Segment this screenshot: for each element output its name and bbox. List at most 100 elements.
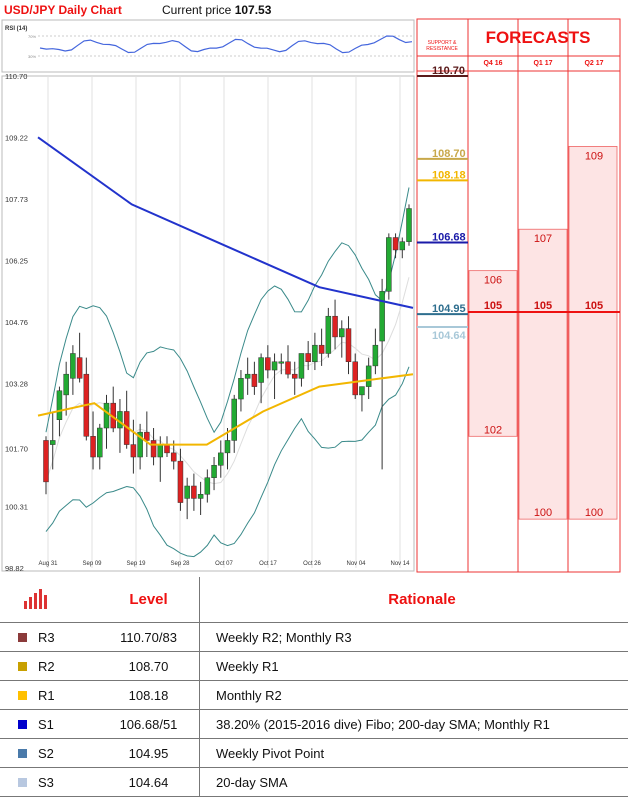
level-rationale: 38.20% (2015-2016 dive) Fibo; 200-day SM…: [200, 710, 628, 739]
candle-body: [306, 353, 311, 361]
forecast-mid: 105: [534, 300, 552, 312]
candle-body: [326, 316, 331, 353]
table-row: R3 110.70/83 Weekly R2; Monthly R3: [0, 623, 628, 652]
level-value: 104.95: [98, 739, 200, 768]
forecast-high: 107: [534, 233, 552, 245]
levels-table: Level Rationale R3 110.70/83 Weekly R2; …: [0, 577, 628, 797]
forecast-range: [569, 146, 617, 519]
y-tick-label: 103.28: [5, 379, 28, 388]
candle-body: [259, 358, 264, 383]
candle-body: [407, 209, 412, 242]
level-name-cell: S2: [0, 739, 98, 768]
candle-body: [238, 378, 243, 399]
levels-table-header: Level Rationale: [0, 577, 628, 623]
level-name: R3: [38, 630, 55, 645]
candle-body: [131, 445, 136, 457]
sr-level-label: 104.64: [432, 330, 467, 342]
candle-body: [97, 428, 102, 457]
candle-body: [386, 238, 391, 292]
y-tick-label: 100.31: [5, 502, 28, 511]
level-name-cell: R2: [0, 652, 98, 681]
candle-body: [225, 440, 230, 452]
x-tick-label: Nov 04: [346, 561, 366, 567]
candle-body: [265, 358, 270, 370]
candle-body: [272, 362, 277, 370]
rsi-30-label: 30%: [28, 54, 36, 59]
level-name: S2: [38, 746, 54, 761]
forecast-mid: 105: [585, 300, 603, 312]
forecast-mid: 105: [484, 300, 502, 312]
candle-body: [252, 374, 257, 386]
level-name: S1: [38, 717, 54, 732]
sr-level-label: 110.70: [432, 65, 465, 77]
forecast-range: [519, 229, 567, 519]
level-name-cell: R1: [0, 681, 98, 710]
candle-body: [346, 329, 351, 362]
x-tick-label: Oct 07: [215, 561, 233, 567]
price-chart: 110.70 108.70 108.18 106.68 104.95 104.64 FOR…: [0, 0, 628, 575]
forecast-col-header: Q1 17: [533, 60, 552, 67]
candle-body: [245, 374, 250, 378]
candle-body: [286, 362, 291, 374]
candle-body: [333, 316, 338, 337]
candle-body: [171, 453, 176, 461]
candle-body: [91, 436, 96, 457]
table-row: S2 104.95 Weekly Pivot Point: [0, 739, 628, 768]
y-tick-label: 109.22: [5, 133, 28, 142]
level-value: 106.68/51: [98, 710, 200, 739]
level-col-header: Level: [98, 577, 200, 623]
candle-body: [292, 374, 297, 378]
level-name: R1: [38, 688, 55, 703]
candle-body: [312, 345, 317, 362]
forecast-low: 100: [585, 507, 603, 519]
sr-level-label: 106.68: [432, 231, 466, 243]
forecasts-title: FORECASTS: [486, 28, 591, 47]
candle-body: [380, 291, 385, 341]
candle-body: [232, 399, 237, 440]
candle-body: [319, 345, 324, 353]
candle-body: [359, 387, 364, 395]
candle-body: [64, 374, 69, 395]
candle-body: [158, 445, 163, 457]
candle-body: [44, 440, 49, 481]
y-tick-label: 101.70: [5, 445, 28, 454]
candle-body: [279, 362, 284, 364]
x-tick-label: Oct 26: [303, 561, 321, 567]
chart-frame: [2, 76, 414, 571]
forecast-low: 102: [484, 424, 502, 436]
sr-level-label: 108.70: [432, 148, 466, 160]
x-tick-label: Sep 19: [126, 561, 146, 567]
level-rationale: Weekly Pivot Point: [200, 739, 628, 768]
level-rationale: Weekly R2; Monthly R3: [200, 623, 628, 652]
forecast-high: 109: [585, 150, 603, 162]
level-value: 110.70/83: [98, 623, 200, 652]
level-name-cell: R3: [0, 623, 98, 652]
candle-body: [70, 353, 75, 378]
x-tick-label: Aug 31: [38, 561, 58, 567]
bars-logo-icon: [0, 577, 98, 623]
candle-body: [339, 329, 344, 337]
candle-body: [151, 440, 156, 457]
level-swatch: [18, 662, 27, 671]
table-row: S3 104.64 20-day SMA: [0, 768, 628, 797]
level-name-cell: S3: [0, 768, 98, 797]
forecast-col-header: Q4 16: [483, 60, 502, 67]
candle-body: [144, 432, 149, 440]
forecast-high: 106: [484, 275, 502, 287]
candle-body: [299, 353, 304, 378]
level-value: 108.18: [98, 681, 200, 710]
forecast-low: 100: [534, 507, 552, 519]
level-value: 108.70: [98, 652, 200, 681]
sr-level-label: 104.95: [432, 303, 466, 315]
level-rationale: 20-day SMA: [200, 768, 628, 797]
candle-body: [57, 391, 62, 420]
level-swatch: [18, 633, 27, 642]
level-name: S3: [38, 775, 54, 790]
rsi-70-label: 70%: [28, 34, 36, 39]
level-rationale: Monthly R2: [200, 681, 628, 710]
sr-level-label: 108.18: [432, 169, 466, 181]
candle-body: [77, 358, 82, 379]
x-tick-label: Sep 28: [170, 561, 190, 567]
rsi-frame: [2, 20, 414, 72]
rsi-label: RSI (14): [5, 26, 27, 32]
